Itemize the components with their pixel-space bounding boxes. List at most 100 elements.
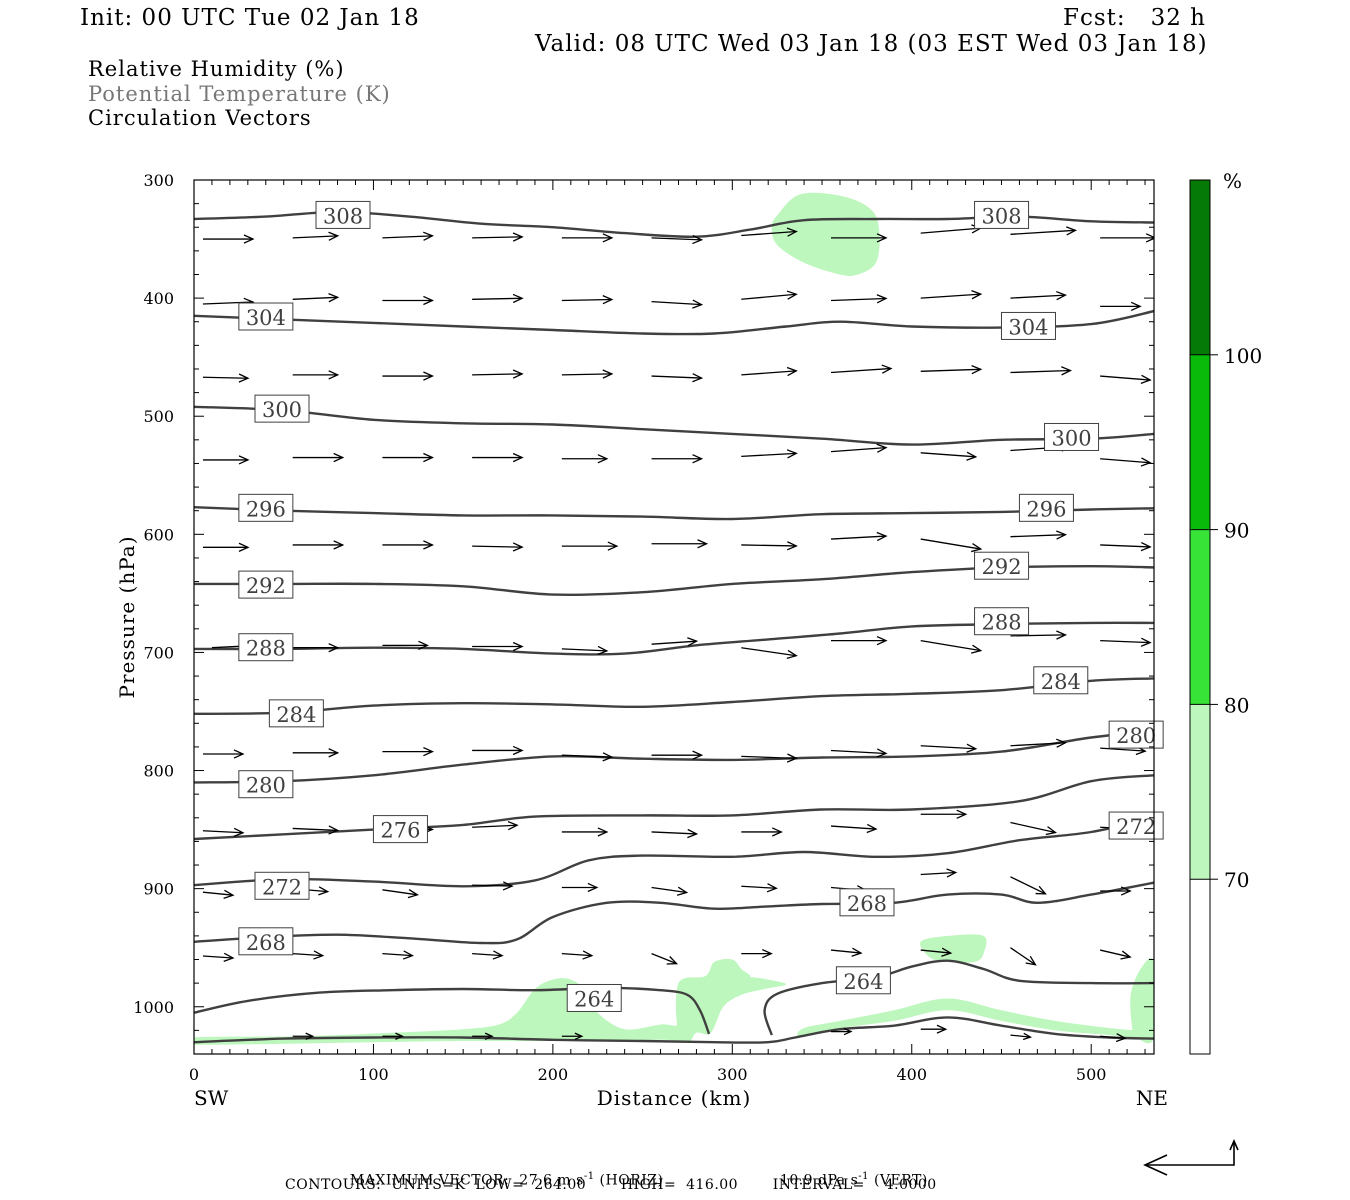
vector-shaft [472, 824, 518, 828]
vector-arrow-114 [831, 1027, 853, 1036]
vector-shaft [292, 952, 323, 957]
vector-shaft [292, 296, 338, 300]
vector-shaft [920, 745, 976, 750]
y-tick-label-1000: 1000 [133, 998, 174, 1017]
contour-label-box [238, 927, 294, 956]
colorbar-label-100: 100 [1224, 344, 1262, 368]
vector-arrow-97 [1010, 876, 1047, 895]
vector-shaft [741, 885, 777, 889]
valid-time: Valid: 08 UTC Wed 03 Jan 18 (03 EST Wed … [535, 31, 1208, 57]
rh-region-3 [797, 998, 1154, 1040]
vector-shaft [472, 373, 523, 376]
vector-arrow-81 [561, 827, 609, 837]
y-axis-title: Pressure (hPa) [115, 536, 139, 699]
vector-head [1140, 541, 1152, 552]
vector-head [786, 290, 798, 300]
contour-label-box [835, 966, 891, 995]
y-tick-label-500: 500 [143, 407, 174, 426]
y-tick-label-900: 900 [143, 880, 174, 899]
vector-shaft [920, 949, 951, 954]
vector-arrow-108 [1010, 947, 1037, 966]
vector-head [223, 889, 235, 899]
vector-arrow-63 [920, 639, 983, 654]
vector-head [1140, 457, 1152, 467]
vector-head [512, 542, 524, 552]
vector-arrow-70 [561, 752, 614, 762]
vector-arrow-7 [831, 233, 888, 243]
vector-arrow-58 [472, 641, 524, 652]
vector-shaft [1100, 1035, 1126, 1039]
vector-arrow-53 [1010, 530, 1068, 540]
vector-arrow-96 [920, 868, 958, 878]
colorbar-segment-3 [1190, 354, 1210, 530]
contour-label-text: 296 [1026, 497, 1066, 521]
vector-shaft [1010, 634, 1066, 637]
y-tick-label-700: 700 [143, 643, 174, 662]
contour-label-text: 300 [262, 398, 302, 422]
vector-arrow-104 [651, 953, 679, 965]
vector-arrow-20 [1010, 290, 1068, 301]
contour-label-box [1033, 666, 1089, 695]
vector-arrow-15 [561, 295, 614, 305]
vector-head [597, 645, 609, 656]
vector-arrow-74 [920, 743, 978, 753]
vector-arrow-107 [920, 947, 953, 957]
contour-label-292-1: 292 [974, 551, 1030, 580]
rh-region-0 [771, 192, 880, 276]
vector-shaft [651, 237, 702, 241]
vector-shaft [651, 301, 702, 306]
colorbar-frame [1189, 179, 1211, 1055]
vector-head [402, 950, 414, 960]
vector-arrow-67 [292, 748, 340, 758]
vector-arrow-109 [1100, 949, 1132, 960]
vector-arrow-93 [651, 886, 689, 896]
vector-head [418, 640, 429, 650]
contour-label-300-1: 300 [1044, 422, 1100, 451]
rh-region-4 [920, 934, 987, 963]
vector-head [243, 234, 255, 244]
vector-arrow-31 [1010, 366, 1073, 376]
vector-head [946, 868, 958, 878]
vector-head [484, 1032, 494, 1041]
vector-head [971, 290, 983, 300]
y-tick-label-600: 600 [143, 525, 174, 544]
vector-head [866, 823, 878, 834]
vector-head [238, 542, 250, 552]
vector-head [407, 888, 419, 899]
vector-head [966, 451, 978, 461]
contour-label-text: 272 [1116, 815, 1156, 839]
vector-head [512, 293, 524, 304]
vector-head [233, 749, 245, 759]
vector-arrow-38 [651, 454, 704, 464]
vector-arrow-9 [1010, 226, 1078, 236]
vector-head [502, 881, 514, 891]
max-vector-horiz-tag: (HORIZ) [599, 1172, 664, 1189]
plot-axes: 0 100 200 300 400 500 300 400 500 600 700 800 900 100… [133, 171, 1155, 1084]
vector-head [1022, 1032, 1033, 1041]
contour-label-268-1: 268 [839, 888, 895, 917]
vector-head [692, 373, 704, 383]
contour-label-308-0: 308 [315, 200, 371, 229]
vector-arrow-27 [651, 373, 704, 383]
vector-shaft [561, 754, 612, 758]
vector-arrow-30 [920, 364, 983, 375]
contour-label-box [974, 551, 1030, 580]
vector-head [574, 1032, 584, 1041]
vector-head [512, 452, 524, 463]
vector-head [602, 295, 614, 305]
vector-arrow-19 [920, 290, 983, 300]
circulation-vectors [202, 224, 1154, 1043]
contour-label-272-1: 272 [1108, 811, 1164, 840]
contour-label-text: 284 [1041, 670, 1081, 694]
y-tick-label-300: 300 [143, 171, 174, 190]
vector-shaft [741, 544, 797, 547]
vector-head [512, 641, 524, 652]
vector-arrow-105 [741, 948, 773, 959]
vector-arrow-34 [292, 452, 345, 463]
vector-shaft [1100, 747, 1146, 752]
vector-arrow-44 [202, 542, 250, 552]
contours-info: CONTOURS: UNITS=K LOW= 264.00 HIGH= 416.… [285, 1177, 937, 1193]
vector-arrow-112 [472, 1032, 494, 1041]
vector-head [328, 370, 340, 380]
vector-arrow-90 [382, 888, 419, 899]
